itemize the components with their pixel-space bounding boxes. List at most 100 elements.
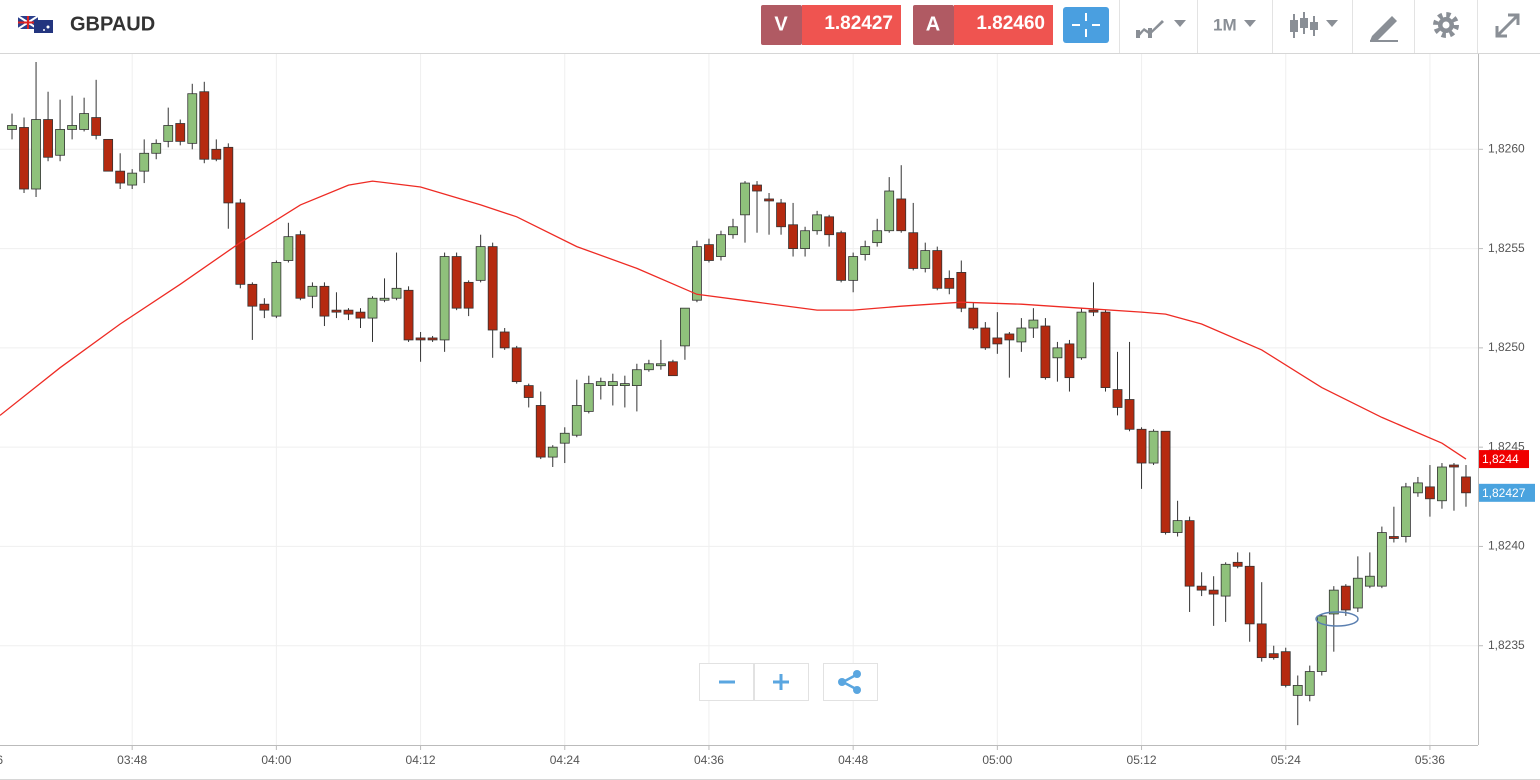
candle-body — [1172, 520, 1183, 533]
candle-body — [1280, 651, 1291, 686]
candle-body — [1256, 623, 1267, 659]
timeframe-button[interactable]: 1M — [1213, 15, 1256, 34]
candle-body — [980, 327, 991, 349]
candle-body — [1413, 482, 1423, 494]
candle-body — [1136, 428, 1147, 464]
candle-body — [1268, 653, 1279, 659]
candle-body — [752, 184, 762, 192]
y-tick-label: 1,8240 — [1488, 539, 1525, 553]
candle-body — [67, 125, 77, 130]
candle-body — [812, 214, 823, 232]
candle-body — [1076, 311, 1087, 359]
candle-body — [211, 148, 222, 160]
candle-body — [175, 123, 186, 142]
x-tick-label: 03:48 — [117, 753, 147, 767]
candle-body — [1376, 532, 1387, 587]
candle-body — [920, 250, 931, 269]
candle-body — [908, 232, 919, 269]
symbol: GBPAUD — [70, 13, 155, 35]
candle-body — [1449, 464, 1459, 468]
y-axis: 1,8235 1,8240 1,8245 1,8250 1,8255 1,8260 1,82… — [1478, 141, 1535, 652]
candle-body — [944, 277, 955, 289]
crosshair-button[interactable] — [1063, 7, 1109, 43]
candle-body — [1352, 577, 1363, 609]
candle-body — [1316, 615, 1327, 672]
candle-body — [91, 117, 102, 136]
candle-body — [583, 383, 594, 412]
y-tick-label: 1,8260 — [1488, 141, 1525, 155]
moving-average — [0, 180, 1467, 460]
candle-body — [788, 224, 798, 249]
candle-body — [1388, 536, 1399, 539]
candle-body — [223, 146, 234, 204]
candle-body — [439, 256, 450, 341]
zoom-in-button[interactable] — [754, 663, 809, 701]
share-button[interactable] — [823, 663, 878, 701]
candle-body — [1112, 389, 1123, 408]
draw-button[interactable] — [1370, 16, 1398, 42]
candle-body — [1208, 589, 1219, 595]
x-tick-label: 04:36 — [694, 753, 724, 767]
candle-body — [415, 337, 426, 341]
zoom-out-button[interactable] — [699, 663, 754, 701]
y-tick-label: 1,8255 — [1488, 241, 1525, 255]
candle-body — [1232, 561, 1243, 567]
candle-body — [1124, 399, 1135, 430]
candle-body — [1196, 585, 1207, 591]
candle-body — [127, 172, 138, 186]
ma-price-tag-label: 1,8244 — [1482, 452, 1519, 466]
y-tick-label: 1,8250 — [1488, 340, 1525, 354]
candle-body — [740, 182, 750, 216]
sell-button[interactable]: V 1.82427 — [761, 5, 901, 45]
candle-body — [43, 119, 53, 158]
candle-body — [283, 236, 294, 261]
candle-body — [1040, 325, 1051, 379]
chart-type-button[interactable] — [1136, 20, 1186, 38]
candle-body — [475, 246, 486, 281]
flag-icon — [17, 15, 53, 33]
fullscreen-button[interactable] — [1495, 13, 1520, 38]
bid-price-tag-label: 1,82427 — [1482, 486, 1526, 500]
sell-label: V — [774, 13, 788, 35]
candle-body — [139, 152, 150, 172]
candle-body — [55, 129, 65, 156]
candle-body — [956, 272, 967, 309]
candle-body — [403, 289, 414, 341]
candle-body — [1425, 486, 1435, 500]
candles-button[interactable] — [1290, 12, 1338, 38]
candle-body — [307, 285, 318, 297]
bid-price-tag — [1479, 483, 1535, 502]
candle-body — [151, 142, 162, 154]
candle-body — [680, 307, 690, 347]
candle-body — [1052, 347, 1063, 359]
candle-body — [1148, 430, 1159, 464]
y-tick-label: 1,8245 — [1488, 439, 1525, 453]
candle-body — [1016, 327, 1027, 343]
candle-body — [704, 244, 714, 261]
buy-button[interactable]: A 1.82460 — [913, 5, 1053, 45]
candle-body — [1328, 589, 1339, 615]
candle-body — [559, 432, 570, 444]
candle-body — [319, 285, 330, 317]
candle-body — [619, 383, 630, 387]
x-tick-label: 05:00 — [982, 753, 1012, 767]
candle-body — [836, 232, 847, 281]
plot — [0, 61, 1471, 726]
candle-body — [1160, 430, 1171, 533]
candle-body — [1292, 685, 1303, 696]
candle-body — [824, 216, 835, 236]
candle-body — [1364, 575, 1375, 587]
timeframe: 1M — [1213, 15, 1237, 34]
grid — [0, 54, 1478, 745]
candle-body — [1100, 311, 1111, 388]
candle-body — [391, 287, 402, 299]
candle-body — [115, 170, 126, 184]
settings-button[interactable] — [1433, 12, 1459, 38]
candle-body — [1437, 466, 1447, 502]
candle-body — [451, 256, 462, 309]
candle-body — [716, 234, 726, 257]
candle-body — [1340, 585, 1351, 611]
candle-body — [595, 381, 606, 387]
